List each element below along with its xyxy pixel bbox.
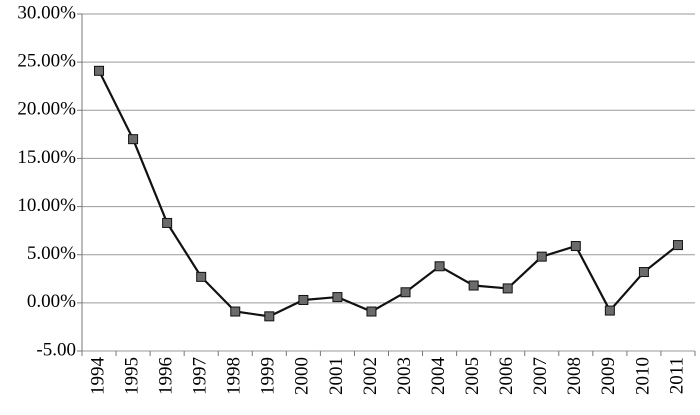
y-tick-label: 25.00% [17, 51, 76, 72]
point-marker [264, 311, 275, 322]
point-marker [162, 217, 173, 228]
y-tick-label: 10.00% [17, 195, 76, 216]
x-tick-label: 1995 [121, 357, 142, 395]
x-tick-label: 2003 [394, 357, 415, 395]
point-marker [570, 241, 581, 252]
point-marker [128, 134, 139, 145]
y-tick-label: 30.00% [17, 2, 76, 23]
x-tick-label: 2007 [530, 357, 551, 395]
x-tick-label: 2002 [360, 357, 381, 395]
point-marker [230, 306, 241, 317]
point-marker [196, 271, 207, 282]
x-tick-label: 2006 [496, 357, 517, 395]
point-marker [638, 267, 649, 278]
point-marker [604, 305, 615, 316]
x-tick-label: 2010 [632, 357, 653, 395]
series-line [98, 70, 679, 318]
x-tick-label: 2005 [462, 357, 483, 395]
point-marker [502, 283, 513, 294]
point-marker [400, 287, 411, 298]
x-tick-label: 2001 [326, 357, 347, 395]
x-tick-label: 1998 [224, 357, 245, 395]
y-tick-label: 0.00% [27, 291, 76, 312]
point-marker [366, 306, 377, 317]
x-tick-label: 2008 [564, 357, 585, 395]
x-tick-label: 1997 [190, 357, 211, 395]
point-marker [298, 294, 309, 305]
y-tick-label: -5.00 [36, 339, 76, 360]
x-tick-label: 1996 [155, 357, 176, 395]
y-tick-label: 5.00% [27, 243, 76, 264]
point-marker [672, 240, 683, 251]
x-tick-label: 2004 [428, 357, 449, 396]
point-marker [536, 251, 547, 262]
x-tick-label: 1994 [87, 357, 108, 396]
x-tick-label: 2009 [598, 357, 619, 395]
point-marker [468, 280, 479, 291]
x-tick-label: 1999 [258, 357, 279, 395]
point-marker [94, 65, 105, 76]
y-tick-label: 20.00% [17, 99, 76, 120]
x-tick-label: 2011 [666, 357, 687, 394]
x-tick-label: 2000 [292, 357, 313, 395]
point-marker [434, 261, 445, 272]
y-tick-label: 15.00% [17, 147, 76, 168]
point-marker [332, 292, 343, 303]
